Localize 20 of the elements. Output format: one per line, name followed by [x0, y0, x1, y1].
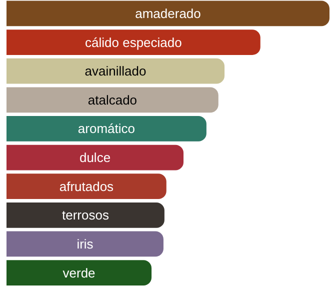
y-tick-label: atalcado: [88, 92, 138, 108]
bar: [6, 231, 164, 257]
bar: [6, 116, 206, 142]
bar: [6, 144, 184, 170]
bar: [6, 0, 330, 26]
y-tick-label: dulce: [79, 150, 111, 166]
y-tick-label: terrosos: [62, 208, 110, 223]
bar: [6, 260, 152, 286]
bar: [6, 174, 166, 200]
y-tick-label: verde: [62, 265, 96, 280]
y-tick-label: afrutados: [59, 178, 114, 194]
bar: [6, 30, 260, 55]
bar: [6, 87, 218, 113]
y-tick-label: aromático: [78, 121, 136, 136]
bar: [6, 58, 225, 84]
y-tick-label: cálido especiado: [85, 34, 182, 50]
y-tick-label: amaderado: [135, 6, 201, 21]
y-tick-label: avainillado: [84, 64, 146, 79]
bar: [6, 202, 164, 228]
y-tick-label: iris: [76, 236, 94, 252]
